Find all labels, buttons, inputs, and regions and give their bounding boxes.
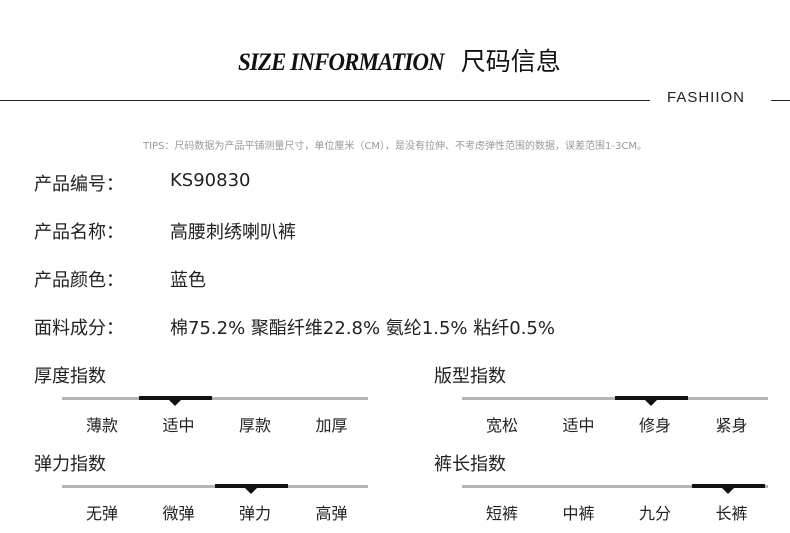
scale-bar xyxy=(62,397,368,400)
brand-label: FASHIION xyxy=(667,89,746,106)
scale-option: 弹力 xyxy=(238,504,271,523)
scale-title: 裤长指数 xyxy=(434,454,506,475)
info-value: 蓝色 xyxy=(170,270,206,291)
scale-selected-marker xyxy=(138,396,212,406)
scale-option: 适中 xyxy=(562,416,595,435)
scale-option: 长裤 xyxy=(715,504,748,523)
scale-selected-marker xyxy=(615,396,688,406)
divider-right xyxy=(771,100,790,101)
info-label: 产品编号： xyxy=(34,174,124,195)
scale-option: 宽松 xyxy=(485,416,518,435)
divider xyxy=(0,100,650,101)
scale-title: 厚度指数 xyxy=(34,366,106,387)
scale-option: 无弹 xyxy=(85,504,118,523)
scale-option: 厚款 xyxy=(238,416,271,435)
info-label: 产品名称： xyxy=(34,222,124,243)
info-label: 产品颜色： xyxy=(34,270,124,291)
tips-text: TIPS：尺码数据为产品平铺测量尺寸，单位厘米（CM），是没有拉伸、不考虑弹性范… xyxy=(143,141,647,152)
scale-title: 弹力指数 xyxy=(34,454,106,475)
scale-option: 修身 xyxy=(638,416,671,435)
scale-bar xyxy=(462,485,768,488)
scale-option: 薄款 xyxy=(85,416,118,435)
scale-elasticity: 弹力指数无弹 微弹 弹力 高弹 xyxy=(34,450,374,530)
title-cn: 尺码信息 xyxy=(460,47,561,76)
scale-option: 加厚 xyxy=(315,416,348,435)
scale-selected-marker xyxy=(215,484,288,494)
scale-selected-marker xyxy=(691,484,765,494)
page-title: SIZE INFORMATION 尺码信息 xyxy=(0,42,790,78)
scale-thickness: 厚度指数薄款 适中 厚款 加厚 xyxy=(34,362,374,442)
title-en: SIZE INFORMATION xyxy=(238,49,445,76)
scale-option: 微弹 xyxy=(162,504,195,523)
info-value: 棉75.2% 聚酯纤维22.8% 氨纶1.5% 粘纤0.5% xyxy=(170,318,555,339)
scale-option: 中裤 xyxy=(562,504,595,523)
scale-title: 版型指数 xyxy=(434,366,506,387)
scale-option: 九分 xyxy=(638,504,671,523)
scale-fit: 版型指数宽松 适中 修身 紧身 xyxy=(434,362,774,442)
scale-length: 裤长指数短裤 中裤 九分 长裤 xyxy=(434,450,774,530)
scale-option: 高弹 xyxy=(315,504,348,523)
scale-option: 短裤 xyxy=(485,504,518,523)
scale-option: 紧身 xyxy=(715,416,748,435)
info-label: 面料成分： xyxy=(34,318,124,339)
info-value: 高腰刺绣喇叭裤 xyxy=(170,222,296,243)
scale-option: 适中 xyxy=(162,416,195,435)
info-value: KS90830 xyxy=(170,170,251,191)
